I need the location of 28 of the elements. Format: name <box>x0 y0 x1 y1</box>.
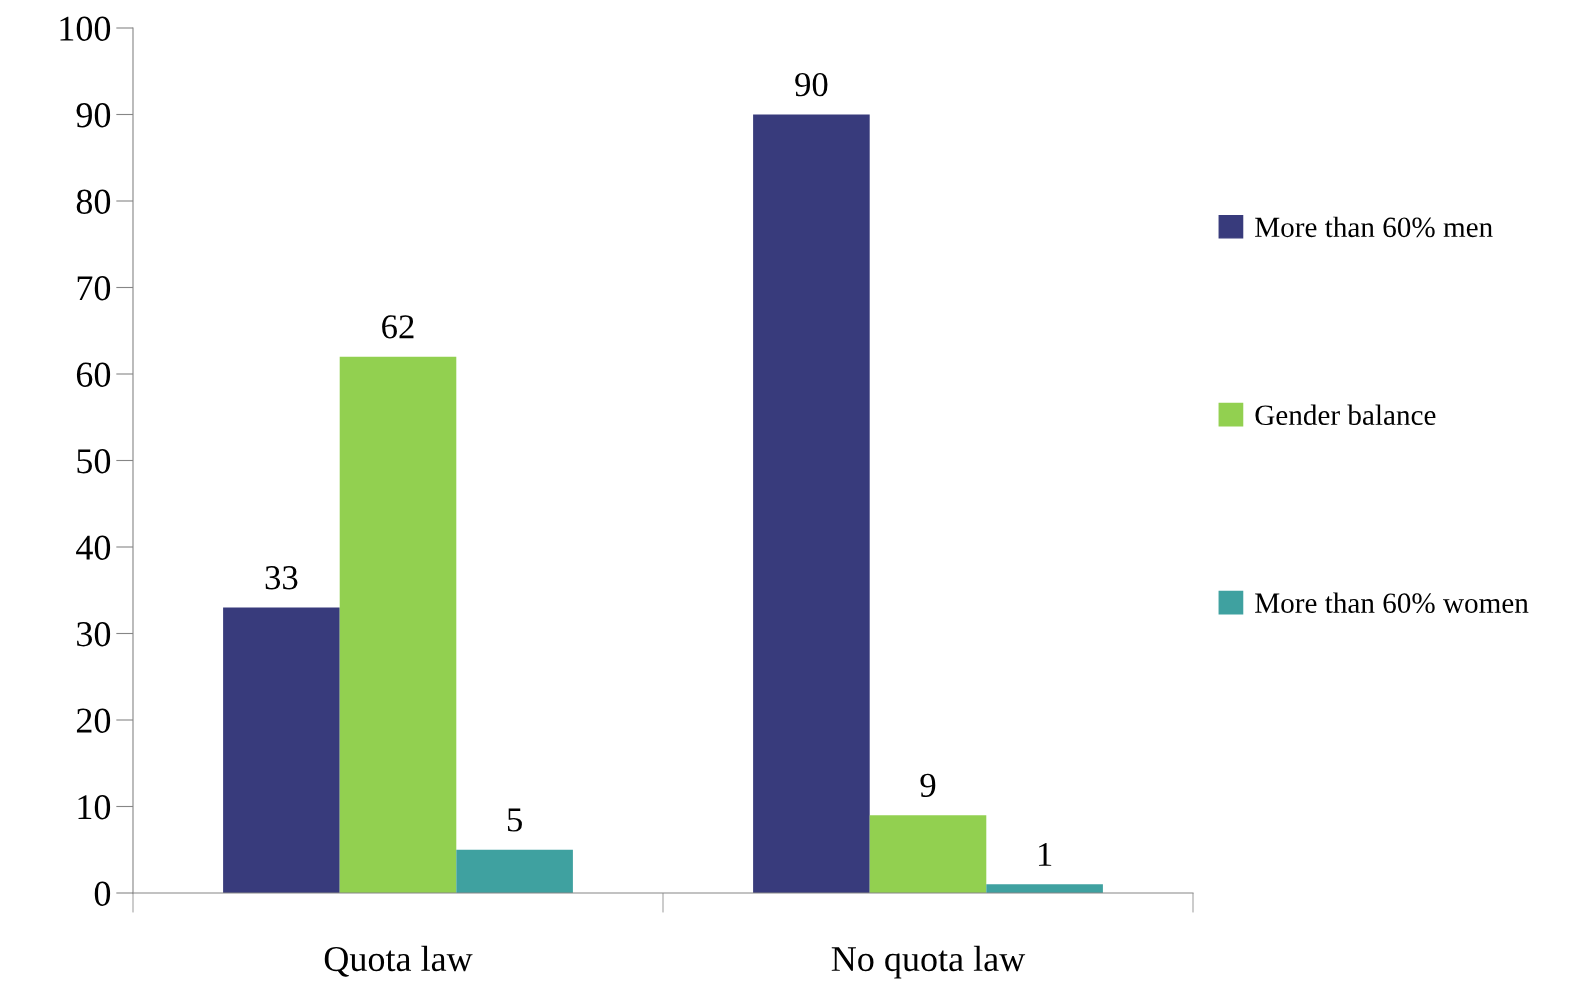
y-tick-label: 80 <box>76 189 111 214</box>
x-tick-label: Quota law <box>324 945 473 977</box>
bar <box>223 607 340 893</box>
data-label: 1 <box>1038 842 1052 866</box>
bar <box>456 849 573 893</box>
y-tick-label: 0 <box>94 881 111 906</box>
y-tick-label: 60 <box>76 362 111 387</box>
bar <box>986 884 1103 893</box>
bar <box>339 356 457 893</box>
data-label: 90 <box>795 72 828 97</box>
y-tick-label: 70 <box>77 276 111 301</box>
y-tick-label: 10 <box>78 795 111 820</box>
y-tick-label: 100 <box>60 16 111 41</box>
y-tick-label: 30 <box>77 622 111 647</box>
data-label: 9 <box>920 773 936 797</box>
y-tick-label: 20 <box>76 708 111 733</box>
data-label: 5 <box>507 808 522 832</box>
bar <box>753 114 870 893</box>
legend-label: More than 60% men <box>1255 216 1493 238</box>
y-tick-label: 40 <box>76 535 111 560</box>
y-tick-label: 90 <box>76 103 111 128</box>
data-label: 33 <box>265 566 298 590</box>
bar <box>869 815 987 893</box>
y-tick-label: 50 <box>77 449 111 474</box>
x-tick-label: No quota law <box>831 945 1026 979</box>
legend-label: More than 60% women <box>1255 592 1529 614</box>
legend-label: Gender balance <box>1255 404 1436 426</box>
data-label: 62 <box>382 315 414 339</box>
